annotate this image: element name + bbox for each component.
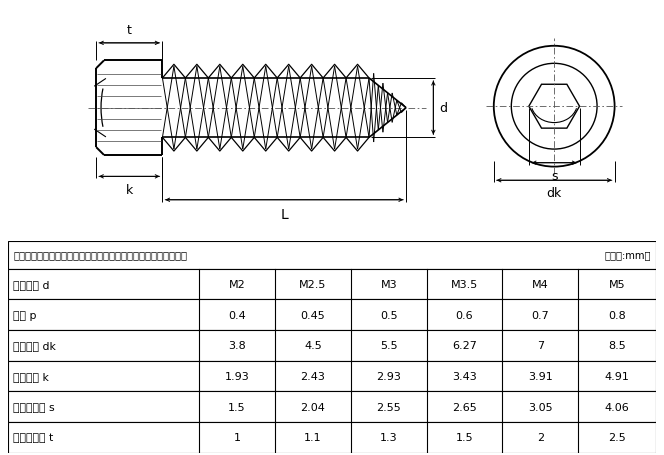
- Text: k: k: [125, 184, 133, 197]
- Text: dk: dk: [546, 187, 562, 200]
- Text: M3.5: M3.5: [451, 279, 478, 289]
- Text: 2.65: 2.65: [452, 402, 477, 412]
- Text: t: t: [127, 24, 131, 37]
- Text: 1.3: 1.3: [380, 432, 398, 442]
- Text: 0.7: 0.7: [531, 310, 549, 320]
- Text: 1: 1: [234, 432, 240, 442]
- Bar: [8, 330, 656, 361]
- Text: 头部厘度 k: 头部厘度 k: [13, 371, 49, 381]
- Text: 3.43: 3.43: [452, 371, 477, 381]
- Text: 5.5: 5.5: [380, 340, 398, 350]
- Text: 0.4: 0.4: [228, 310, 246, 320]
- Text: 0.8: 0.8: [608, 310, 626, 320]
- Text: L: L: [280, 207, 288, 221]
- Text: 6.27: 6.27: [452, 340, 477, 350]
- Bar: [8, 422, 656, 453]
- Text: 0.6: 0.6: [456, 310, 473, 320]
- Text: 8.5: 8.5: [608, 340, 626, 350]
- Text: 1.5: 1.5: [456, 432, 473, 442]
- Text: （单位:mm）: （单位:mm）: [604, 250, 651, 260]
- Text: M5: M5: [609, 279, 625, 289]
- Text: M2.5: M2.5: [299, 279, 327, 289]
- Text: 2.5: 2.5: [608, 432, 626, 442]
- Text: 2.93: 2.93: [376, 371, 401, 381]
- Text: 4.91: 4.91: [605, 371, 629, 381]
- Text: 内六角对边 s: 内六角对边 s: [13, 402, 54, 412]
- Text: 蝶纹直径 d: 蝶纹直径 d: [13, 279, 50, 289]
- Text: 头部直径 dk: 头部直径 dk: [13, 340, 56, 350]
- Text: M2: M2: [228, 279, 246, 289]
- Text: 7: 7: [537, 340, 544, 350]
- Text: 蝶距 p: 蝶距 p: [13, 310, 37, 320]
- Bar: [8, 241, 656, 269]
- Bar: [8, 391, 656, 422]
- Bar: [8, 269, 656, 299]
- Bar: [8, 299, 656, 330]
- Text: 1.5: 1.5: [228, 402, 246, 412]
- Text: 3.91: 3.91: [528, 371, 552, 381]
- Text: 1.93: 1.93: [224, 371, 250, 381]
- Text: 0.5: 0.5: [380, 310, 398, 320]
- Text: 3.8: 3.8: [228, 340, 246, 350]
- Text: s: s: [551, 169, 558, 182]
- Bar: [8, 361, 656, 391]
- Text: 2.55: 2.55: [376, 402, 401, 412]
- Text: M3: M3: [380, 279, 397, 289]
- Text: 2: 2: [537, 432, 544, 442]
- Text: d: d: [439, 102, 447, 115]
- Text: 2.04: 2.04: [300, 402, 325, 412]
- Text: 内六角孔深 t: 内六角孔深 t: [13, 432, 53, 442]
- Text: 注：以下为单批测量数据，可能稍有误差，仅供参考，以实际为准: 注：以下为单批测量数据，可能稍有误差，仅供参考，以实际为准: [13, 250, 187, 260]
- Text: 4.5: 4.5: [304, 340, 322, 350]
- Text: M4: M4: [532, 279, 548, 289]
- Text: 0.45: 0.45: [301, 310, 325, 320]
- Text: 4.06: 4.06: [605, 402, 629, 412]
- Text: 2.43: 2.43: [300, 371, 325, 381]
- Text: 1.1: 1.1: [304, 432, 321, 442]
- Text: 3.05: 3.05: [528, 402, 552, 412]
